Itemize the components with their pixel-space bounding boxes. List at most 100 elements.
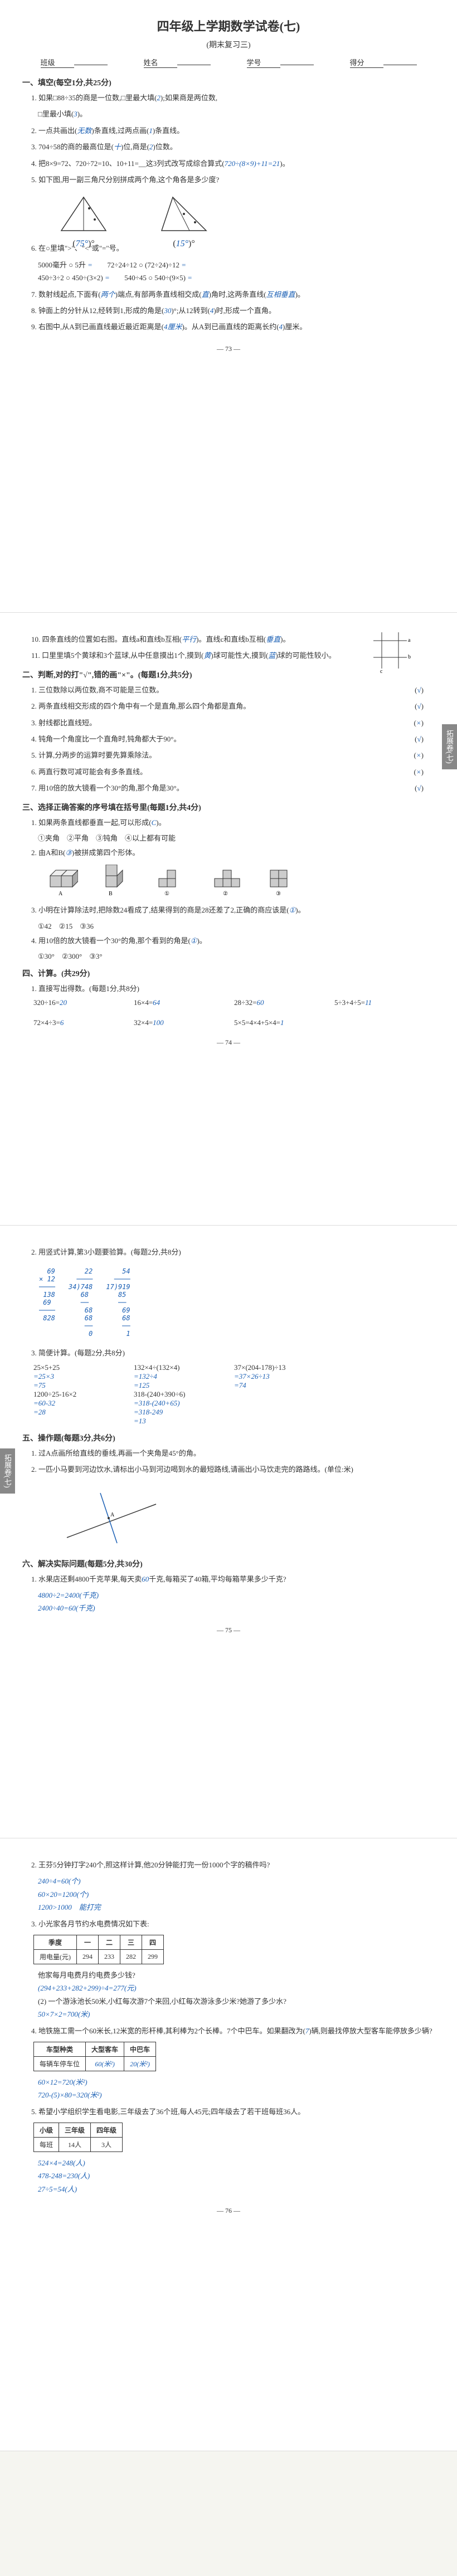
c4-opts: ①30° ②300° ③3° (38, 950, 435, 961)
op2: 2. 一匹小马要到河边饮水,请标出小马到河边喝到水的最短路线,请画出小马饮走完的… (31, 1463, 435, 1476)
q8-ans-a: 30 (164, 306, 171, 315)
cube-b: B (100, 865, 134, 898)
q2-ans-b: 1 (149, 126, 153, 135)
page-num-2: — 74 — (22, 1038, 435, 1047)
wp4: 4. 地铁施工需一个60米长,12米宽的形杆棒,其利棒为2个长棒。7个中巴车。如… (31, 2024, 435, 2037)
q6-ans-d: = (187, 274, 192, 282)
j3-ans: × (416, 719, 421, 727)
s1-l2: =75 (33, 1381, 123, 1390)
score-label: 得分 (350, 57, 383, 68)
wp3-w1: (294+233+282+299)÷4=277(元) (38, 1982, 435, 1994)
c1-opts: ①夹角 ②平角 ③钝角 ④以上都有可能 (38, 832, 435, 843)
table-row: 季度 一 二 三 四 (34, 1935, 164, 1949)
svg-text:③: ③ (276, 891, 281, 897)
svg-text:②: ② (223, 891, 228, 897)
c1-ans: C (152, 818, 157, 827)
mc-3: 60 (256, 998, 264, 1007)
table-row: 每班 14人 3人 (34, 2138, 123, 2152)
wp1-w2: 2400÷40=60(千克) (38, 1602, 435, 1614)
vcalc-1: 69 × 12 ──── 138 69 ──── 828 (39, 1267, 55, 1322)
wp5-w2: 478-248=230(人) (38, 2169, 435, 2182)
exam-subtitle: (期末复习三) (22, 39, 435, 50)
svg-text:B: B (109, 891, 113, 897)
section-5-title: 五、操作题(每题3分,共6分) (22, 1432, 435, 1443)
triangle-1: (75°)° (56, 192, 111, 236)
q10-ans-a: 平行 (182, 635, 196, 643)
wp4-w1: 60×12=720(米²) (38, 2076, 435, 2089)
q6-ans-c: = (105, 274, 110, 282)
wp2-w3: 1200>1000 能打完 (38, 1901, 435, 1914)
cube-1: ① (156, 865, 189, 898)
class-blank (74, 57, 108, 65)
mc-7: 1 (280, 1018, 284, 1027)
wp5-w1: 524×4=248(人) (38, 2157, 435, 2169)
page-1: 四年级上学期数学试卷(七) (期末复习三) 班级 姓名 学号 得分 一、填空(每… (0, 0, 457, 613)
c3-ans: ① (289, 906, 296, 914)
wp1-blank: 60 (142, 1575, 149, 1583)
cube-diagrams: A B ① ② ③ (45, 865, 435, 898)
c3: 3. 小明在计算除法时,把除数24看成了,结果得到的商是28还差了2,正确的商应… (31, 904, 435, 916)
cube-3: ③ (268, 865, 301, 898)
section-1-title: 一、填空(每空1分,共25分) (22, 77, 435, 88)
q9-ans-a: 4厘米 (164, 323, 182, 331)
svg-text:A: A (59, 891, 63, 897)
q7-ans-c: 互相垂直 (266, 290, 295, 299)
vcalc-3: 54 ──── 17)919 85 ── 69 68 ── 1 (106, 1267, 130, 1338)
calc-sub3: 3. 简便计算。(每题2分,共8分) (31, 1346, 435, 1359)
wp2-w1: 240÷4=60(个) (38, 1875, 435, 1887)
page-4: 2. 王芬5分钟打字240个,照这样计算,他20分钟能打完一份1000个字的稿件… (0, 1838, 457, 2451)
svg-text:b: b (408, 654, 411, 660)
s4-l1: =60-32 (33, 1399, 123, 1408)
c4-ans: ① (191, 936, 197, 945)
c2-ans: ③ (65, 848, 72, 857)
table-row: 每辆车停车位 60(米²) 20(米²) (34, 2056, 156, 2071)
table-q5: 小级 三年级 四年级 每班 14人 3人 (33, 2123, 123, 2152)
exam-title: 四年级上学期数学试卷(七) (22, 17, 435, 35)
wp5: 5. 希望小学组织学生看电影,三年级去了36个班,每人45元;四年级去了若干班每… (31, 2105, 435, 2118)
s5-l1: =318-(240+65) (134, 1399, 223, 1408)
j5-ans: × (416, 751, 421, 759)
cube-2: ② (212, 865, 245, 898)
q6-ans-a: = (87, 261, 93, 269)
wp3-b: (2) 一个游泳池长50米,小红每次游7个来回,小红每次游泳多少米?她游了多少水… (38, 1995, 435, 2008)
table-row: 小级 三年级 四年级 (34, 2123, 123, 2138)
j7-ans: √ (417, 784, 421, 792)
name-blank (177, 57, 211, 65)
j6-ans: × (416, 768, 421, 776)
page-num-3: — 75 — (22, 1626, 435, 1635)
mc-5: 6 (60, 1018, 64, 1027)
j4: 4. 钝角一个角度比一个直角时,钝角都大于90°。(√) (31, 733, 435, 745)
triangle-diagrams: (75°)° (15°)° (56, 192, 435, 236)
vertical-calc-row: 69 × 12 ──── 138 69 ──── 828 22 ──── 34)… (33, 1262, 435, 1343)
q4-ans: 720÷(8×9)+11=21 (225, 159, 280, 168)
svg-text:a: a (408, 637, 411, 643)
j1-ans: √ (417, 686, 421, 694)
wp2: 2. 王芬5分钟打字240个,照这样计算,他20分钟能打完一份1000个字的稿件… (31, 1858, 435, 1871)
q2: 2. 一点共画出(无数)条直线,过两点画(1)条直线。 (31, 124, 435, 137)
vcalc-2: 22 ──── 34)748 68 ── 68 68 ── 0 (69, 1267, 93, 1338)
triangle-1-svg (56, 192, 111, 236)
q1: 1. 如果□88÷35的商是一位数,□里最大填(2);如果商是两位数, (31, 91, 435, 104)
num-label: 学号 (247, 57, 280, 68)
wp1-w1: 4800÷2=2400(千克) (38, 1589, 435, 1602)
q11-ans-a: 黄 (203, 651, 211, 660)
svg-text:①: ① (164, 891, 169, 897)
j1: 1. 三位数除以两位数,商不可能是三位数。(√) (31, 684, 435, 696)
s5-l3: =13 (134, 1417, 223, 1426)
j7: 7. 用10倍的放大镜看一个30°的角,那个角是30°。(√) (31, 782, 435, 794)
calc-sub1: 1. 直接写出得数。(每题1分,共8分) (31, 982, 435, 995)
simp-calc-2: 1200÷25-16×2 =60-32 =28 318-(240+390÷6) … (33, 1390, 435, 1426)
mc-4: 11 (365, 998, 372, 1007)
s2-l2: =125 (134, 1381, 223, 1390)
drawing-area: A (56, 1482, 435, 1552)
table-row: 车型种类 大型客车 中巴车 (34, 2042, 156, 2056)
j4-ans: √ (417, 735, 421, 743)
score-blank (383, 57, 417, 65)
c1: 1. 如果两条直线都垂直一起,可以形成(C)。 (31, 816, 435, 829)
c3-opts: ①42 ②15 ③36 (38, 920, 435, 931)
calc-sub2: 2. 用竖式计算,第3小题要验算。(每题2分,共8分) (31, 1246, 435, 1258)
wp2-w2: 60×20=1200(个) (38, 1888, 435, 1901)
q7-ans-a: 两个 (101, 290, 115, 299)
j3: 3. 射线都比直线短。(×) (31, 716, 435, 729)
side-tab-2: 拓展卷(七) (442, 724, 457, 769)
